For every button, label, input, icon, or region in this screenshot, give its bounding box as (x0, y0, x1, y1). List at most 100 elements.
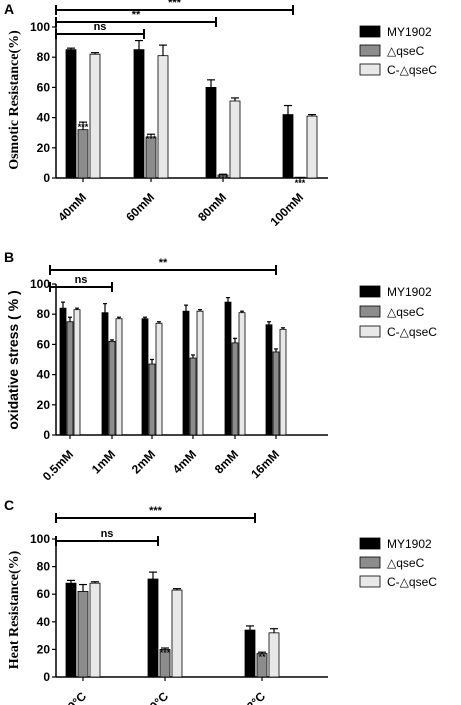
bar (77, 129, 89, 179)
y-tick-label: 0 (43, 670, 50, 684)
x-tick-label: 1mM (89, 447, 118, 476)
bar (89, 53, 101, 179)
bar (148, 363, 156, 436)
y-tick-label: 60 (37, 587, 51, 601)
legend-swatch (359, 305, 381, 318)
x-tick-label: 2mM (129, 447, 158, 476)
bracket-label: ** (159, 257, 168, 269)
x-tick-label: 40mM (55, 190, 89, 224)
legend-swatch (359, 325, 381, 338)
bar (59, 307, 67, 436)
y-tick-label: 0 (43, 428, 50, 442)
significance-label: *** (295, 178, 306, 188)
legend-swatch (359, 44, 381, 57)
y-axis-label: Osmotic Resistance(%) (7, 30, 22, 170)
legend-label: C-△qseC (387, 575, 437, 589)
bracket-label: ns (101, 528, 114, 540)
bar (231, 342, 239, 436)
bar (157, 55, 169, 179)
bar (65, 582, 77, 678)
x-tick-label: 4mM (170, 447, 199, 476)
y-tick-label: 20 (37, 398, 51, 412)
legend-label: △qseC (387, 44, 425, 58)
bar (101, 312, 109, 436)
bar (272, 351, 280, 436)
y-tick-label: 0 (43, 171, 50, 185)
legend-swatch (359, 537, 381, 550)
y-axis-label: oxidative stress ( % ) (5, 290, 21, 429)
bar (73, 309, 81, 436)
y-tick-label: 100 (30, 532, 50, 546)
bar (224, 301, 232, 436)
y-tick-label: 100 (30, 277, 50, 291)
bar (89, 582, 101, 678)
bar (133, 49, 145, 179)
x-tick-label: 80mM (195, 190, 229, 224)
y-axis-label: Heat Resistance(%) (7, 550, 22, 669)
legend-label: C-△qseC (387, 63, 437, 77)
significance-label-halo: *** (146, 134, 157, 144)
significance-label-halo: *** (295, 178, 306, 188)
bar (196, 310, 204, 436)
y-tick-label: 80 (37, 560, 51, 574)
bar (268, 632, 280, 678)
bar (306, 115, 318, 179)
legend-swatch (359, 575, 381, 588)
x-tick-label: 8mM (212, 447, 241, 476)
y-tick-label: 60 (37, 337, 51, 351)
bar (265, 324, 273, 436)
legend-swatch (359, 63, 381, 76)
bracket-label: ** (132, 9, 141, 21)
bracket-label: *** (168, 0, 182, 9)
significance-label: *** (160, 648, 171, 658)
bar (205, 87, 217, 179)
bar (294, 176, 306, 179)
legend-label: MY1902 (387, 25, 432, 39)
bar (189, 357, 197, 436)
chart-panel-a: A Osmotic Resistance(%) 0 20 40 60 80 100 40mM 60… (4, 0, 437, 229)
legend-label: △qseC (387, 556, 425, 570)
bar (66, 321, 74, 436)
significance-label-halo: *** (160, 648, 171, 658)
y-tick-label: 80 (37, 307, 51, 321)
significance-label: ** (258, 652, 266, 662)
bar (229, 100, 241, 179)
legend-swatch (359, 285, 381, 298)
y-tick-label: 40 (37, 615, 51, 629)
legend-label: C-△qseC (387, 325, 437, 339)
x-tick-label: 42°C (239, 689, 268, 705)
y-tick-label: 20 (37, 642, 51, 656)
y-tick-label: 40 (37, 368, 51, 382)
bar (155, 322, 163, 436)
bar (282, 114, 294, 179)
bar (141, 318, 149, 436)
panel-letter: C (4, 497, 14, 513)
bar (238, 312, 246, 436)
legend-label: MY1902 (387, 537, 432, 551)
bar (244, 629, 256, 678)
bar (182, 310, 190, 436)
x-tick-label: 100mM (267, 190, 306, 229)
y-tick-label: 40 (37, 111, 51, 125)
x-tick-label: 40°C (142, 689, 171, 705)
bar (147, 578, 159, 678)
significance-label: *** (218, 174, 229, 184)
significance-label-halo: *** (78, 122, 89, 132)
significance-label: *** (78, 122, 89, 132)
bar (65, 49, 77, 179)
y-tick-label: 20 (37, 141, 51, 155)
legend-label: △qseC (387, 305, 425, 319)
x-tick-label: 60mM (123, 190, 157, 224)
significance-label: *** (146, 134, 157, 144)
significance-label-halo: *** (218, 174, 229, 184)
bracket-label: ns (75, 274, 88, 286)
bar (77, 591, 89, 678)
x-tick-label: 0.5mM (40, 447, 76, 483)
y-tick-label: 80 (37, 50, 51, 64)
bracket-label: *** (149, 505, 163, 517)
bar (108, 340, 116, 436)
bar (171, 589, 183, 678)
panel-letter: B (4, 249, 14, 265)
